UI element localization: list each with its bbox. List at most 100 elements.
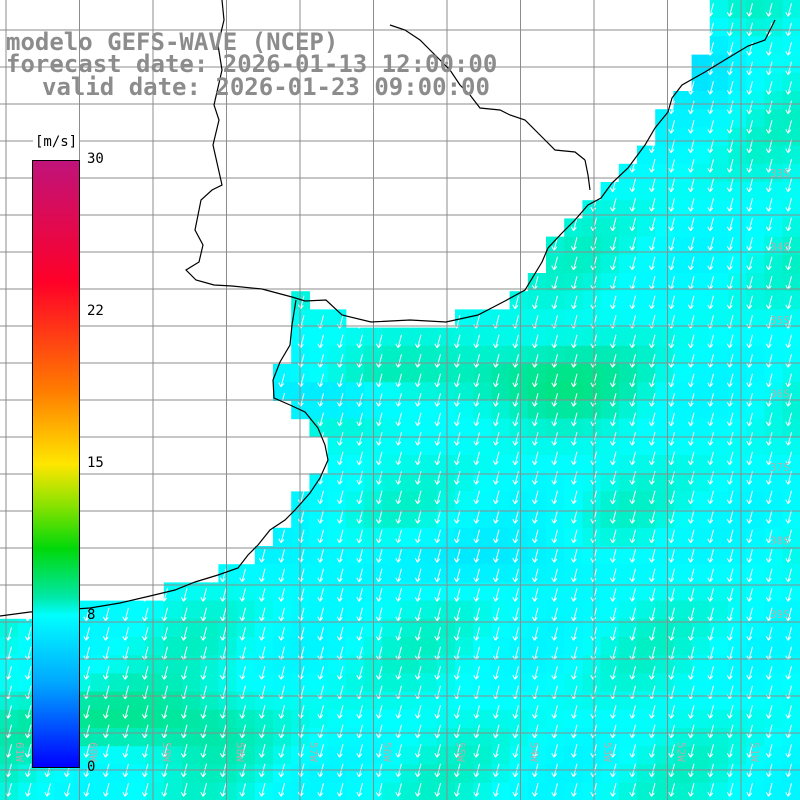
wind-arrow	[707, 217, 714, 232]
wind-arrow	[239, 627, 246, 641]
wind-arrow	[375, 549, 383, 563]
field-cell	[618, 364, 638, 383]
wind-arrow	[648, 724, 656, 739]
field-cell	[582, 345, 602, 365]
wind-arrow	[512, 295, 519, 310]
field-cell	[382, 418, 401, 438]
field-cell	[200, 709, 219, 729]
field-cell	[436, 655, 456, 674]
wind-arrow	[668, 549, 675, 563]
wind-arrow	[278, 529, 285, 544]
wind-arrow	[414, 451, 422, 466]
field-cell	[273, 673, 292, 693]
field-cell	[691, 327, 711, 347]
wind-arrow	[375, 783, 383, 797]
field-cell	[600, 327, 620, 347]
wind-arrow	[629, 178, 636, 193]
field-cell	[673, 109, 693, 128]
field-cell	[400, 673, 420, 693]
field-cell	[746, 345, 765, 365]
wind-arrow	[473, 334, 480, 349]
field-cell	[691, 254, 711, 274]
wind-arrow	[726, 334, 734, 349]
field-cell	[327, 418, 347, 438]
wind-arrow	[375, 490, 383, 505]
wind-arrow	[336, 432, 344, 446]
wind-arrow	[200, 627, 207, 641]
wind-arrow	[356, 471, 363, 485]
field-cell	[382, 473, 401, 492]
wind-arrow	[434, 373, 441, 388]
wind-arrow	[687, 549, 695, 563]
wind-arrow	[726, 3, 734, 17]
field-cell	[527, 673, 547, 693]
field-cell	[0, 655, 19, 674]
field-cell	[546, 637, 565, 656]
field-cell	[182, 764, 201, 784]
longitude-label: 51W	[748, 742, 761, 762]
field-cell	[709, 36, 729, 56]
wind-arrow	[570, 354, 578, 368]
wind-arrow	[512, 568, 519, 583]
wind-arrow	[648, 607, 656, 622]
field-cell	[327, 491, 347, 511]
field-cell	[673, 327, 693, 347]
field-cell	[746, 327, 765, 347]
field-cell	[200, 764, 219, 784]
wind-arrow	[609, 588, 617, 602]
field-cell	[546, 655, 565, 674]
wind-arrow	[180, 744, 188, 758]
field-cell	[236, 764, 256, 784]
field-cell	[491, 691, 511, 711]
wind-arrow	[785, 61, 792, 76]
wind-arrow	[531, 334, 539, 349]
wind-arrow	[414, 412, 422, 427]
field-cell	[91, 764, 110, 784]
field-cell	[527, 509, 547, 529]
wind-arrow	[629, 412, 636, 427]
wind-arrow	[24, 627, 32, 641]
field-cell	[254, 746, 274, 765]
wind-arrow	[668, 568, 675, 583]
field-cell	[309, 364, 329, 383]
wind-arrow	[161, 705, 168, 719]
wind-arrow	[414, 549, 422, 563]
wind-arrow	[395, 510, 402, 524]
field-cell	[491, 473, 511, 492]
field-cell	[691, 200, 711, 219]
wind-arrow	[453, 549, 461, 563]
field-cell	[200, 691, 219, 711]
wind-arrow	[356, 783, 363, 797]
wind-arrow	[746, 549, 753, 563]
wind-arrow	[102, 724, 110, 739]
field-cell	[527, 637, 547, 656]
field-cell	[764, 327, 784, 347]
field-cell	[564, 291, 583, 310]
wind-arrow	[629, 334, 636, 349]
wind-arrow	[473, 412, 480, 427]
wind-arrow	[726, 549, 734, 563]
field-cell	[400, 582, 420, 602]
wind-arrow	[317, 354, 324, 368]
wind-arrow	[219, 588, 227, 602]
wind-arrow	[785, 451, 792, 466]
field-cell	[746, 382, 765, 401]
wind-arrow	[102, 705, 110, 719]
field-cell	[782, 182, 800, 201]
field-cell	[509, 764, 529, 784]
field-cell	[418, 364, 438, 383]
wind-arrow	[765, 334, 773, 349]
field-cell	[509, 327, 529, 347]
colorbar	[32, 160, 80, 768]
wind-arrow	[765, 120, 773, 134]
field-cell	[127, 728, 147, 747]
field-cell	[200, 782, 219, 800]
wind-arrow	[726, 373, 734, 388]
field-cell	[564, 600, 583, 620]
field-cell	[345, 345, 365, 365]
field-cell	[655, 655, 674, 674]
field-cell	[728, 491, 747, 511]
wind-arrow	[785, 529, 792, 544]
wind-arrow	[473, 588, 480, 602]
field-cell	[418, 418, 438, 438]
